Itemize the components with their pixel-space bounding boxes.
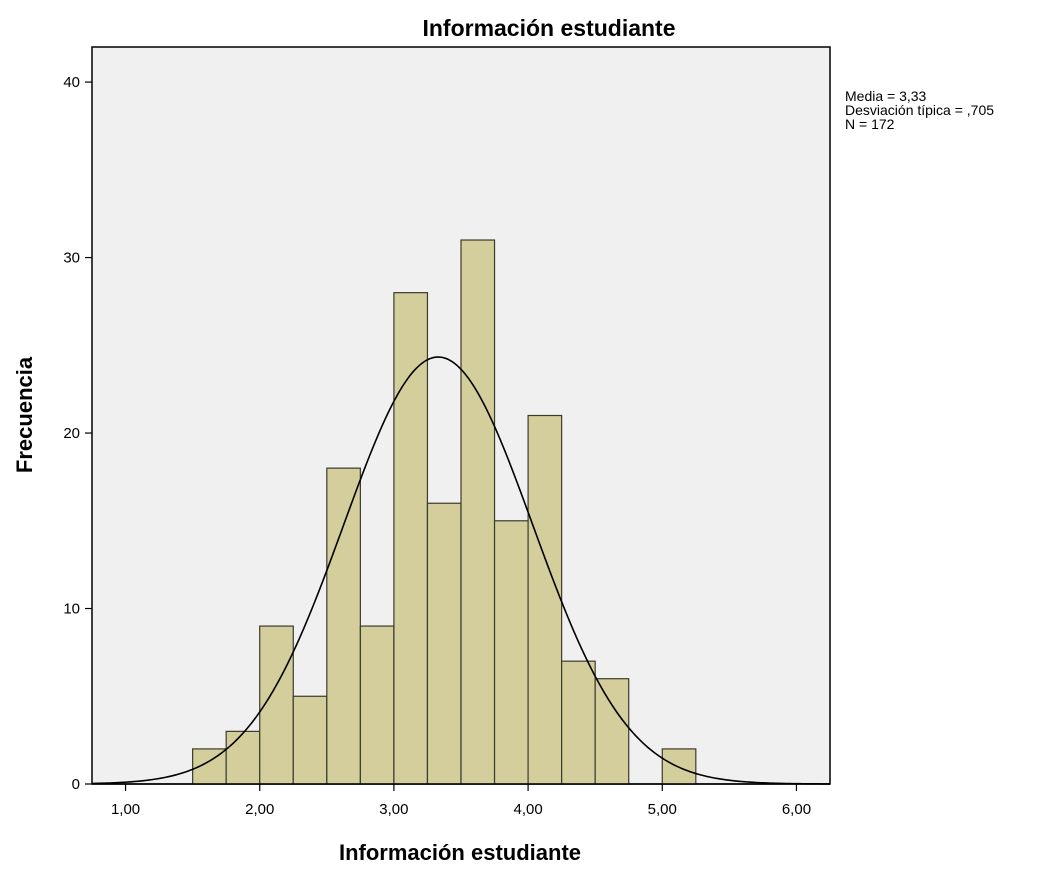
stat-media: Media = 3,33: [845, 88, 927, 104]
x-axis: 1,00 2,00 3,00 4,00 5,00 6,00: [92, 783, 830, 818]
y-tick-label: 0: [72, 776, 80, 793]
x-tick-label: 5,00: [648, 801, 677, 818]
bars-group: [192, 239, 697, 785]
x-tick-label: 3,00: [379, 801, 408, 818]
histogram-bar-4: [292, 695, 328, 785]
stat-n: N = 172: [845, 116, 895, 132]
x-tick-label: 6,00: [782, 801, 811, 818]
histogram-bar-2: [225, 730, 261, 785]
histogram-bar-7: [393, 292, 429, 785]
y-tick-label: 40: [63, 74, 80, 91]
histogram-bar-9: [460, 239, 496, 785]
normal-curve: [91, 356, 831, 785]
y-axis-label: Frecuencia: [12, 356, 37, 473]
stat-desviacion: Desviación típica = ,705: [845, 102, 995, 118]
histogram-bar-6: [359, 625, 395, 785]
y-tick-label: 10: [63, 601, 80, 618]
histogram-bar-5: [326, 467, 361, 785]
x-axis-label: Información estudiante: [339, 840, 581, 865]
histogram-bar-11: [527, 414, 563, 785]
x-tick-label: 1,00: [111, 801, 140, 818]
summary-stats: Media = 3,33 Desviación típica = ,705 N …: [845, 89, 994, 131]
y-tick-label: 30: [63, 250, 80, 267]
chart-title: Información estudiante: [422, 15, 675, 41]
histogram-bar-10: [493, 520, 529, 785]
y-tick-label: 20: [63, 425, 80, 442]
histogram-bar-8: [426, 502, 462, 785]
histogram-bar-12: [561, 660, 596, 785]
histogram-bar-13: [594, 678, 630, 785]
x-tick-label: 4,00: [513, 801, 542, 818]
y-axis: 0 10 20 30 40: [63, 74, 92, 793]
x-tick-label: 2,00: [245, 801, 274, 818]
